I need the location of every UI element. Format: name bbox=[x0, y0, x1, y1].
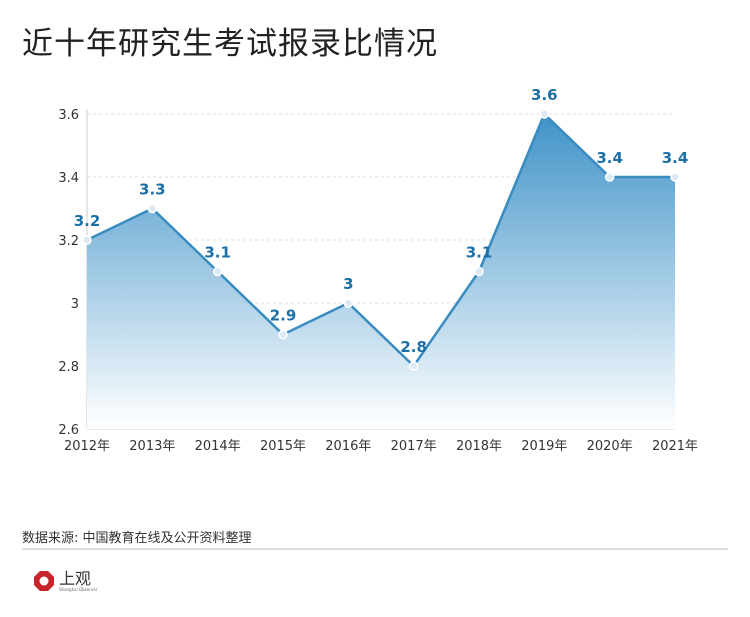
series-line bbox=[86, 111, 675, 368]
data-point bbox=[343, 298, 354, 308]
source-note: 数据来源: 中国教育在线及公开资料整理 bbox=[22, 531, 252, 546]
logo-text: 上观 bbox=[59, 568, 92, 588]
data-label: 2.9 bbox=[270, 307, 297, 325]
x-tick-label: 2021年 bbox=[652, 439, 698, 454]
y-tick-label: 3.4 bbox=[58, 171, 79, 186]
data-point bbox=[604, 172, 615, 182]
data-point bbox=[539, 109, 550, 119]
data-label: 3.1 bbox=[466, 244, 493, 262]
area-chart: 2.6 2.8 3 3.2 3.4 3.6 2012年 2013年 2014年 2015年 2016… bbox=[58, 86, 698, 454]
x-tick-label: 2012年 bbox=[64, 439, 110, 454]
y-tick-label: 2.8 bbox=[58, 360, 79, 375]
data-label: 3.2 bbox=[74, 212, 101, 230]
data-label: 3.1 bbox=[204, 244, 231, 262]
data-label: 3.3 bbox=[139, 181, 166, 199]
x-tick-label: 2014年 bbox=[195, 439, 241, 454]
y-tick-label: 3 bbox=[71, 297, 79, 312]
data-label: 3.4 bbox=[662, 149, 689, 167]
x-tick-label: 2013年 bbox=[129, 439, 175, 454]
area-fill bbox=[87, 114, 675, 429]
data-label: 2.8 bbox=[400, 338, 427, 356]
data-label: 3 bbox=[343, 275, 353, 293]
y-tick-label: 2.6 bbox=[58, 423, 79, 438]
data-point bbox=[212, 266, 223, 277]
y-tick-label: 3.2 bbox=[58, 234, 79, 249]
x-tick-label: 2019年 bbox=[521, 439, 567, 454]
data-point bbox=[670, 172, 680, 182]
logo: 上观 Shanghai Observer bbox=[33, 570, 97, 592]
data-point bbox=[82, 235, 92, 245]
divider bbox=[22, 548, 728, 550]
data-point bbox=[147, 203, 158, 214]
data-label: 3.6 bbox=[531, 86, 558, 104]
x-tick-label: 2020年 bbox=[587, 439, 633, 454]
data-point bbox=[278, 329, 288, 340]
data-point bbox=[408, 361, 419, 371]
logo-subtitle: Shanghai Observer bbox=[59, 586, 98, 592]
logo-icon bbox=[34, 571, 54, 591]
x-tick-label: 2018年 bbox=[456, 439, 502, 454]
chart-title: 近十年研究生考试报录比情况 bbox=[22, 26, 438, 62]
y-tick-label: 3.6 bbox=[58, 108, 79, 123]
data-label: 3.4 bbox=[596, 149, 623, 167]
x-tick-label: 2016年 bbox=[325, 439, 371, 454]
x-tick-label: 2015年 bbox=[260, 439, 306, 454]
x-tick-label: 2017年 bbox=[391, 439, 437, 454]
data-point bbox=[474, 266, 484, 277]
